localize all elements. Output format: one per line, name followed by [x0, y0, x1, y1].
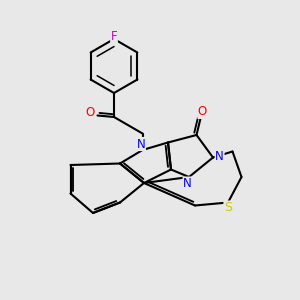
- Text: N: N: [136, 137, 146, 151]
- Text: O: O: [85, 106, 94, 119]
- Text: F: F: [111, 30, 117, 43]
- Text: S: S: [224, 201, 232, 214]
- Text: N: N: [183, 177, 192, 190]
- Text: N: N: [215, 149, 224, 163]
- Text: O: O: [198, 105, 207, 119]
